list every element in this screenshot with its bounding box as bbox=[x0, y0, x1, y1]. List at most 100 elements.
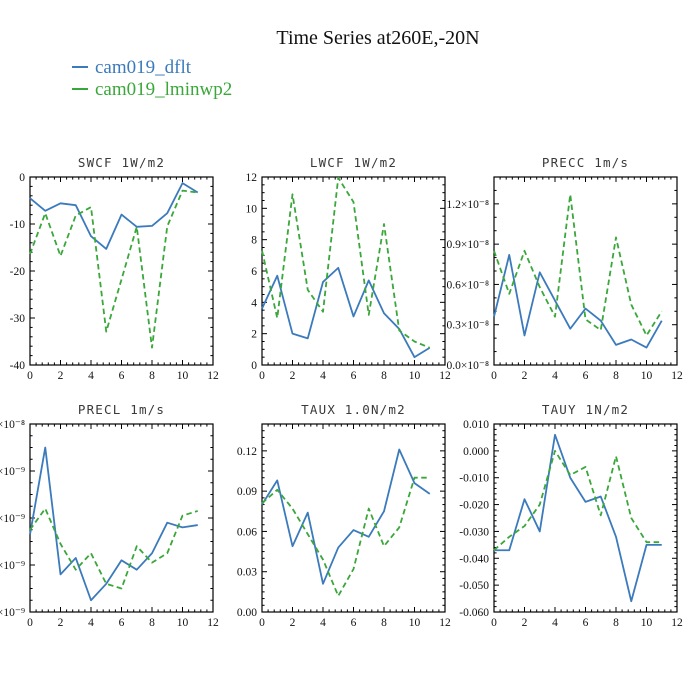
x-tick-label: 10 bbox=[641, 617, 653, 629]
plot-frame bbox=[261, 176, 446, 366]
x-tick-label: 10 bbox=[409, 617, 421, 629]
chart-title: TAUY 1N/m2 bbox=[542, 402, 629, 417]
x-tick-label: 10 bbox=[177, 617, 189, 629]
series-line-cam019_lminwp2 bbox=[29, 507, 199, 590]
chart-title: PRECC 1m/s bbox=[542, 155, 629, 170]
chart-precl: PRECL 1m/s 0 2 4 6 8 10 12 0×10⁻⁸ 0×10⁻⁹ 0×10⁻⁹ 0×1… bbox=[0, 402, 219, 629]
x-tick-label: 4 bbox=[552, 370, 558, 382]
chart-taux: TAUX 1.0N/m2 0 2 4 6 8 10 12 0.12 0.09 0.06 0.03 0.0… bbox=[237, 402, 451, 629]
y-tick-label: 0.6×10⁻⁸ bbox=[447, 279, 489, 291]
y-tick-label: 4 bbox=[251, 297, 257, 309]
x-tick-label: 0 bbox=[491, 617, 497, 629]
x-tick-label: 4 bbox=[88, 617, 94, 629]
series-line-cam019_dflt bbox=[494, 433, 662, 603]
y-tick-label: 12 bbox=[246, 172, 258, 184]
x-tick-label: 10 bbox=[177, 370, 189, 382]
y-tick-label: -0.050 bbox=[459, 580, 489, 592]
series-line-cam019_dflt bbox=[261, 448, 431, 585]
x-tick-label: 6 bbox=[351, 617, 357, 629]
legend-line-sample-blue bbox=[72, 65, 88, 68]
series-line-cam019_lminwp2 bbox=[493, 449, 662, 551]
chart-title: TAUX 1.0N/m2 bbox=[301, 402, 406, 417]
series-line-cam019_dflt bbox=[261, 266, 431, 359]
legend-item: cam019_lminwp2 bbox=[72, 79, 232, 101]
chart-precc: PRECC 1m/s 0 2 4 6 8 10 12 1.2×10⁻⁸ 0.9×10⁻⁸ 0.6×1… bbox=[447, 155, 683, 382]
x-tick-label: 8 bbox=[613, 370, 619, 382]
y-tick-label: 0×10⁻⁹ bbox=[0, 560, 25, 572]
y-tick-label: 0.00 bbox=[237, 607, 257, 619]
x-tick-label: 2 bbox=[290, 370, 296, 382]
x-tick-label: 6 bbox=[119, 617, 125, 629]
x-tick-label: 2 bbox=[58, 370, 64, 382]
plot-frame bbox=[29, 423, 214, 613]
y-tick-label: 0.06 bbox=[237, 526, 257, 538]
y-tick-label: -40 bbox=[10, 360, 26, 372]
y-tick-label: 0×10⁻⁹ bbox=[0, 513, 25, 525]
y-tick-label: 0.0×10⁻⁸ bbox=[447, 360, 489, 372]
x-tick-label: 4 bbox=[320, 370, 326, 382]
y-tick-label: -30 bbox=[10, 313, 26, 325]
chart-title: LWCF 1W/m2 bbox=[310, 155, 397, 170]
x-tick-label: 8 bbox=[149, 617, 155, 629]
series-line-cam019_dflt bbox=[29, 446, 198, 602]
x-tick-label: 10 bbox=[641, 370, 653, 382]
y-tick-label: 0.000 bbox=[463, 446, 489, 458]
y-tick-label: 0.3×10⁻⁸ bbox=[447, 320, 489, 332]
chart-tauy: TAUY 1N/m2 0 2 4 6 8 10 12 0.010 0.000 -0.010 -0.02… bbox=[459, 402, 683, 629]
x-tick-label: 12 bbox=[671, 370, 683, 382]
y-tick-label: 0.010 bbox=[463, 419, 489, 431]
y-tick-label: 0.03 bbox=[237, 567, 257, 579]
x-tick-label: 8 bbox=[149, 370, 155, 382]
chart-title: SWCF 1W/m2 bbox=[78, 155, 165, 170]
y-tick-label: -10 bbox=[10, 219, 26, 231]
chart-swcf: SWCF 1W/m2 0 2 4 6 8 10 12 0 -10 -20 -30 -40 bbox=[10, 155, 219, 382]
axis-ticks bbox=[493, 423, 678, 613]
x-tick-label: 4 bbox=[320, 617, 326, 629]
x-tick-label: 0 bbox=[491, 370, 497, 382]
y-tick-label: 0×10⁻⁹ bbox=[0, 466, 25, 478]
chart-lwcf: LWCF 1W/m2 0 2 4 6 8 10 12 12 10 8 6 4 2 0 bbox=[246, 155, 452, 382]
legend-line-sample-green bbox=[72, 87, 88, 90]
x-tick-label: 2 bbox=[58, 617, 64, 629]
series-line-cam019_dflt bbox=[29, 182, 199, 250]
x-tick-label: 8 bbox=[381, 370, 387, 382]
plot-frame bbox=[493, 176, 678, 366]
x-tick-label: 4 bbox=[552, 617, 558, 629]
x-tick-label: 4 bbox=[88, 370, 94, 382]
plot-frame bbox=[261, 423, 446, 613]
y-tick-label: 0.12 bbox=[237, 446, 257, 458]
y-tick-label: 0.9×10⁻⁸ bbox=[447, 239, 489, 251]
x-tick-label: 2 bbox=[522, 370, 528, 382]
x-tick-label: 10 bbox=[409, 370, 421, 382]
x-tick-label: 12 bbox=[439, 370, 451, 382]
series-line-cam019_dflt bbox=[493, 253, 663, 349]
legend-label: cam019_dflt bbox=[95, 57, 192, 78]
series-line-cam019_lminwp2 bbox=[261, 476, 430, 597]
x-tick-label: 6 bbox=[583, 370, 589, 382]
x-tick-label: 6 bbox=[583, 617, 589, 629]
axis-ticks bbox=[261, 176, 446, 366]
x-tick-label: 6 bbox=[119, 370, 125, 382]
x-tick-label: 12 bbox=[439, 617, 451, 629]
y-tick-label: 0 bbox=[19, 172, 25, 184]
x-tick-label: 2 bbox=[522, 617, 528, 629]
y-tick-label: 1.2×10⁻⁸ bbox=[447, 199, 489, 211]
y-tick-label: 0×10⁻⁹ bbox=[0, 607, 25, 619]
axis-ticks bbox=[29, 176, 214, 366]
x-tick-label: 0 bbox=[259, 617, 265, 629]
y-tick-label: -0.010 bbox=[459, 473, 489, 485]
y-tick-label: -0.060 bbox=[459, 607, 489, 619]
axis-ticks bbox=[493, 176, 678, 366]
y-tick-label: 6 bbox=[251, 266, 257, 278]
y-tick-label: -20 bbox=[10, 266, 26, 278]
x-tick-label: 6 bbox=[351, 370, 357, 382]
legend-item: cam019_dflt bbox=[72, 57, 191, 79]
page-title: Time Series at260E,-20N bbox=[276, 27, 480, 49]
axis-ticks bbox=[29, 423, 214, 613]
x-tick-label: 0 bbox=[27, 617, 33, 629]
series-line-cam019_lminwp2 bbox=[261, 176, 431, 349]
y-tick-label: -0.040 bbox=[459, 553, 489, 565]
x-tick-label: 12 bbox=[207, 617, 219, 629]
axis-ticks bbox=[261, 423, 446, 613]
chart-title: PRECL 1m/s bbox=[78, 402, 165, 417]
